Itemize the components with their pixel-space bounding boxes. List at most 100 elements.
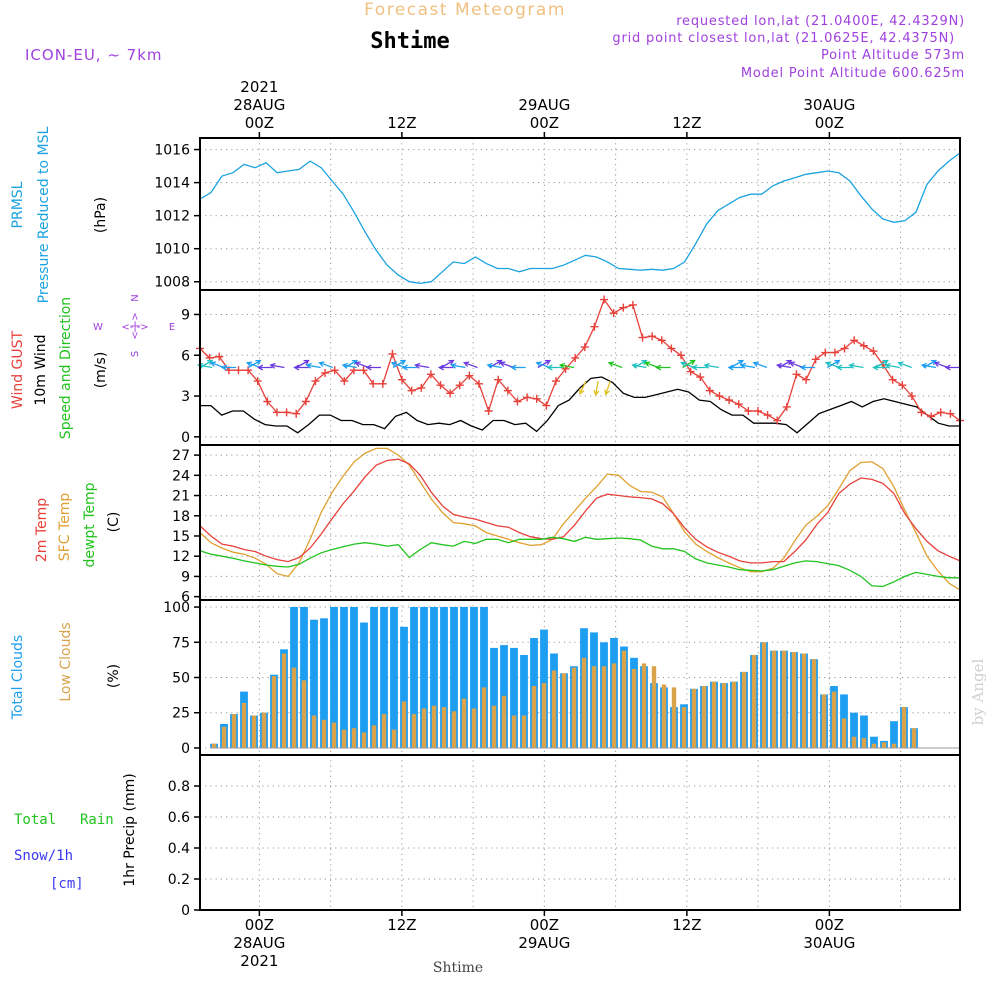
gust-marker bbox=[792, 370, 801, 379]
low-cloud-bar bbox=[351, 728, 357, 748]
low-cloud-bar bbox=[871, 743, 877, 748]
compass-s: S bbox=[130, 351, 141, 357]
low-cloud-bar bbox=[461, 698, 467, 748]
low-cloud-bar bbox=[861, 738, 867, 748]
wind-arrow bbox=[631, 362, 647, 369]
y-tick-label: 25 bbox=[172, 706, 190, 722]
wind-arrow bbox=[558, 362, 575, 369]
y-tick-label: 0.2 bbox=[168, 872, 190, 888]
gust-marker bbox=[802, 375, 811, 384]
wind-arrow bbox=[788, 361, 804, 369]
low-cloud-bar bbox=[541, 683, 547, 748]
gust-marker bbox=[869, 347, 878, 356]
low-cloud-bar bbox=[271, 676, 277, 748]
watermark: by Angel bbox=[969, 658, 987, 725]
wind-arrow bbox=[450, 362, 466, 369]
gust-marker bbox=[330, 366, 339, 375]
low-cloud-bar bbox=[911, 728, 917, 748]
gust-marker bbox=[907, 392, 916, 401]
wind-arrow bbox=[897, 361, 912, 369]
low-cloud-bar bbox=[361, 732, 367, 748]
gust-marker bbox=[619, 303, 628, 312]
panel-frames bbox=[199, 137, 961, 911]
low-cloud-bar bbox=[381, 714, 387, 748]
total-cloud-bar bbox=[320, 618, 328, 748]
gust-marker bbox=[446, 389, 455, 398]
gust-marker bbox=[811, 355, 820, 364]
wind-arrow bbox=[944, 364, 960, 371]
low-cloud-bar bbox=[601, 666, 607, 748]
gust-marker bbox=[667, 344, 676, 353]
gust-marker bbox=[542, 401, 551, 410]
wind-arrow bbox=[680, 361, 695, 369]
y-tick-label: 18 bbox=[172, 509, 190, 525]
gust-marker bbox=[474, 379, 483, 388]
wind-arrow bbox=[535, 361, 551, 369]
temp-label-dewpt: dewpt Temp bbox=[82, 482, 98, 567]
low-cloud-bar bbox=[771, 650, 777, 748]
low-cloud-bar bbox=[511, 715, 517, 748]
point-altitude: Point Altitude 573m bbox=[821, 48, 965, 63]
wind-arrow bbox=[604, 380, 611, 396]
y-tick-label: 3 bbox=[181, 389, 190, 405]
wind-arrow bbox=[824, 361, 840, 369]
y-tick-label: 0.8 bbox=[168, 779, 190, 795]
gust-marker bbox=[253, 377, 262, 386]
gust-marker bbox=[513, 397, 522, 406]
gust-marker bbox=[494, 375, 503, 384]
gust-marker bbox=[830, 348, 839, 357]
total-cloud-bar bbox=[340, 607, 348, 748]
wind-arrow bbox=[341, 362, 357, 369]
y-tick-label: 0 bbox=[181, 741, 190, 757]
wind-arrow bbox=[848, 362, 864, 369]
y-tick-label: 15 bbox=[172, 529, 190, 545]
low-cloud-bar bbox=[721, 683, 727, 748]
gust-marker bbox=[436, 381, 445, 390]
temperature-y-ticks: 6 9 12 15 18 21 24 27 bbox=[172, 448, 200, 606]
low-cloud-bar bbox=[421, 708, 427, 748]
low-cloud-bar bbox=[321, 719, 327, 748]
wind-arrow bbox=[437, 364, 454, 371]
cloud-bars bbox=[210, 607, 960, 749]
wind-grid bbox=[200, 290, 960, 445]
wind-arrow bbox=[593, 380, 600, 397]
low-cloud-bar bbox=[811, 659, 817, 748]
y-tick-label: 6 bbox=[181, 590, 190, 606]
y-tick-label: 24 bbox=[172, 468, 190, 484]
gust-marker bbox=[600, 295, 609, 304]
temperature-panel: 6 9 12 15 18 21 24 27 2m Temp SFC Temp dewpt Te… bbox=[34, 445, 961, 606]
pressure-y-ticks: 1008 1010 1012 1014 1016 bbox=[154, 143, 200, 291]
gust-marker bbox=[859, 341, 868, 350]
wind-arrow bbox=[775, 362, 792, 369]
wind-arrow bbox=[365, 364, 381, 371]
temperature-grid bbox=[200, 445, 960, 600]
gust-marker bbox=[696, 373, 705, 382]
total-cloud-bar bbox=[520, 655, 528, 748]
gust-marker bbox=[388, 349, 397, 358]
wind-arrow bbox=[920, 362, 937, 369]
total-cloud-bar bbox=[870, 736, 878, 748]
pressure-label-prmsl: PRMSL bbox=[10, 181, 26, 228]
total-cloud-bar bbox=[480, 607, 488, 748]
gust-marker bbox=[917, 408, 926, 417]
gust-marker bbox=[455, 381, 464, 390]
low-cloud-bar bbox=[631, 669, 637, 748]
clouds-label-low: Low Clouds bbox=[58, 622, 74, 701]
2m-temp-line bbox=[199, 458, 961, 564]
low-cloud-bar bbox=[211, 743, 217, 748]
low-cloud-bar bbox=[341, 729, 347, 748]
gust-marker bbox=[321, 368, 330, 377]
total-cloud-bar bbox=[850, 712, 858, 748]
gust-marker bbox=[244, 366, 253, 375]
compass-rose: N <-|-> S W <-|-> E bbox=[93, 294, 175, 357]
low-cloud-bar bbox=[581, 657, 587, 748]
y-tick-label: 27 bbox=[172, 448, 190, 464]
wind-arrow bbox=[730, 359, 745, 369]
pressure-line bbox=[199, 152, 961, 285]
low-cloud-bar bbox=[301, 680, 307, 748]
gust-marker bbox=[407, 386, 416, 395]
time-date-label: 28AUG bbox=[233, 934, 285, 952]
low-cloud-bar bbox=[741, 671, 747, 748]
low-cloud-bar bbox=[751, 655, 757, 748]
